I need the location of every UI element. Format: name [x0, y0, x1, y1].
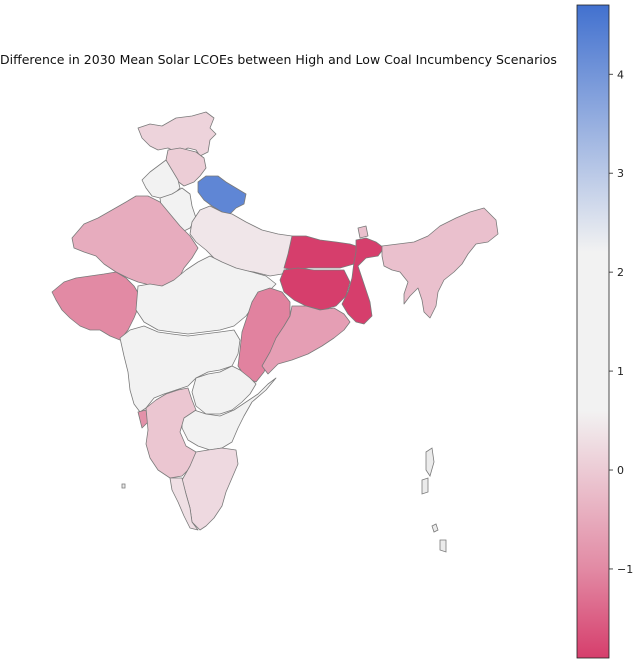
island-car-nicobar [431, 523, 439, 533]
india-states [51, 111, 499, 531]
colorbar: −1 0 1 2 3 4 [576, 4, 633, 659]
island-middle-andaman [421, 477, 429, 495]
region-jharkhand [279, 267, 351, 311]
island-north-andaman [425, 447, 435, 477]
colorbar-bar [576, 4, 610, 659]
colorbar-ticks: −1 0 1 2 3 4 [609, 68, 633, 576]
colorbar-tick-label: 0 [617, 464, 624, 477]
colorbar-tick-label: 1 [617, 365, 624, 378]
region-odisha [261, 305, 351, 375]
region-telangana [191, 365, 257, 415]
region-maharashtra [119, 325, 241, 413]
region-northeast [381, 207, 499, 319]
colorbar-tick-label: 2 [617, 266, 624, 279]
island-great-nicobar [439, 539, 447, 553]
region-kerala [169, 477, 199, 531]
colorbar-tick-label: 3 [617, 167, 624, 180]
region-rajasthan [71, 195, 199, 289]
region-andhra-pradesh [181, 377, 277, 451]
andaman-nicobar-islands [121, 447, 447, 553]
region-karnataka [145, 387, 197, 479]
island-lakshadweep [121, 483, 126, 489]
colorbar-tick-label: 4 [617, 68, 624, 81]
map-title: Difference in 2030 Mean Solar LCOEs betw… [0, 52, 557, 67]
region-chhattisgarh [237, 287, 291, 383]
region-uttarakhand [197, 175, 247, 215]
colorbar-tick-label: −1 [617, 563, 633, 576]
region-jammu-kashmir [137, 111, 217, 157]
region-gujarat [51, 271, 141, 341]
region-sikkim [357, 225, 369, 239]
